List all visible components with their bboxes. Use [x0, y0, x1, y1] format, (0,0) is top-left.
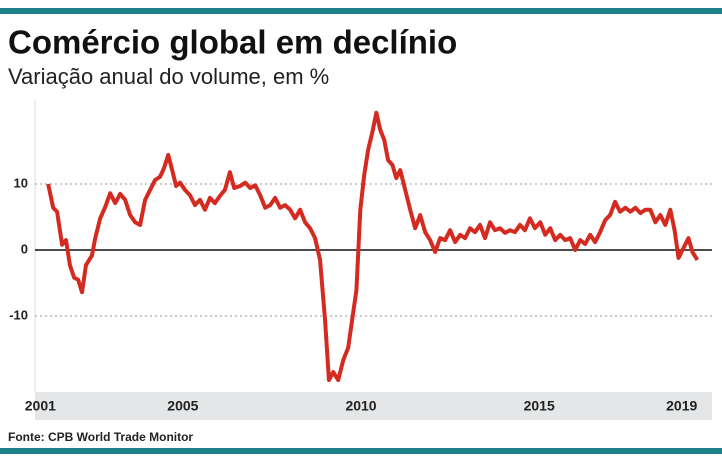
- x-tick-label: 2019: [666, 398, 697, 414]
- y-tick-label: -10: [9, 307, 28, 322]
- source: Fonte: CPB World Trade Monitor: [8, 430, 193, 444]
- bottom-bar: [0, 448, 722, 454]
- chart-title: Comércio global em declínio: [8, 24, 457, 61]
- x-axis-band: [35, 392, 712, 420]
- x-tick-label: 2010: [345, 398, 376, 414]
- x-tick-label: 2015: [524, 398, 555, 414]
- y-tick-label: 10: [14, 175, 28, 190]
- x-tick-label: 2001: [25, 398, 56, 414]
- top-bar: [0, 8, 722, 14]
- x-tick-label: 2005: [167, 398, 198, 414]
- y-tick-label: 0: [21, 241, 28, 256]
- chart-subtitle: Variação anual do volume, em %: [8, 64, 329, 89]
- data-line: [46, 110, 700, 383]
